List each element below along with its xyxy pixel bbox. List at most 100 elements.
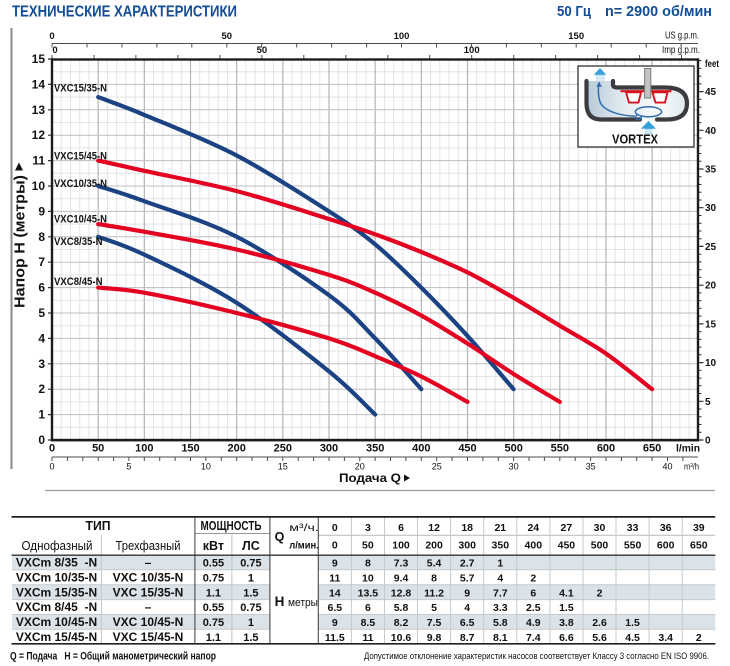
svg-text:0: 0 — [38, 433, 45, 447]
svg-text:10: 10 — [362, 573, 374, 585]
svg-text:МОЩНОСТЬ: МОЩНОСТЬ — [201, 519, 262, 533]
svg-text:39: 39 — [693, 522, 705, 534]
svg-text:400: 400 — [525, 540, 543, 552]
svg-text:–: – — [145, 556, 152, 570]
svg-text:10: 10 — [32, 179, 46, 193]
svg-text:8.1: 8.1 — [493, 632, 508, 644]
svg-text:0: 0 — [49, 443, 55, 455]
svg-text:5: 5 — [38, 306, 45, 320]
svg-text:600: 600 — [657, 540, 675, 552]
svg-text:Напор H (метры): Напор H (метры) — [12, 175, 29, 308]
svg-text:n= 2900 об/мин: n= 2900 об/мин — [605, 3, 712, 20]
svg-text:Однофазный: Однофазный — [22, 539, 93, 553]
svg-text:40: 40 — [662, 462, 672, 472]
svg-text:6.6: 6.6 — [559, 632, 574, 644]
svg-text:2.5: 2.5 — [526, 602, 541, 614]
svg-text:5.4: 5.4 — [427, 558, 442, 570]
svg-text:Q = Подача H = Общий маномет: Q = Подача H = Общий манометрический нап… — [10, 651, 216, 663]
svg-text:ТЕХНИЧЕСКИЕ ХАРАКТЕРИСТИКИ: ТЕХНИЧЕСКИЕ ХАРАКТЕРИСТИКИ — [12, 4, 237, 21]
svg-text:7.5: 7.5 — [427, 617, 442, 629]
svg-text:300: 300 — [320, 443, 338, 455]
svg-text:12: 12 — [428, 522, 440, 534]
svg-text:VXC10/35-N: VXC10/35-N — [54, 178, 107, 190]
svg-text:л/мин.: л/мин. — [289, 541, 319, 552]
svg-text:25: 25 — [432, 462, 442, 472]
svg-text:кВт: кВт — [203, 539, 224, 553]
svg-text:ЛС: ЛС — [242, 539, 260, 553]
svg-text:8: 8 — [431, 573, 437, 585]
svg-text:9: 9 — [464, 587, 470, 599]
svg-text:33: 33 — [627, 522, 639, 534]
svg-text:13: 13 — [32, 103, 46, 117]
svg-text:9: 9 — [332, 558, 338, 570]
svg-text:1.5: 1.5 — [243, 587, 258, 599]
svg-text:9: 9 — [38, 204, 45, 218]
svg-text:25: 25 — [705, 242, 717, 253]
svg-text:7.7: 7.7 — [493, 587, 508, 599]
svg-text:6: 6 — [365, 602, 371, 614]
svg-text:2.6: 2.6 — [592, 617, 607, 629]
svg-text:350: 350 — [492, 540, 510, 552]
svg-text:1: 1 — [497, 558, 503, 570]
svg-text:1.1: 1.1 — [206, 632, 221, 644]
svg-text:0: 0 — [332, 522, 338, 534]
svg-text:14: 14 — [329, 587, 341, 599]
svg-text:650: 650 — [690, 540, 708, 552]
svg-text:9.8: 9.8 — [427, 632, 442, 644]
svg-text:1.5: 1.5 — [243, 632, 258, 644]
svg-text:5.8: 5.8 — [493, 617, 508, 629]
svg-text:3.8: 3.8 — [559, 617, 574, 629]
svg-text:11: 11 — [329, 573, 340, 585]
svg-text:9.4: 9.4 — [394, 573, 409, 585]
svg-text:Допустимое отклонение характер: Допустимое отклонение характеристик насо… — [364, 651, 709, 662]
svg-text:18: 18 — [461, 522, 473, 534]
svg-text:H: H — [275, 594, 285, 609]
svg-text:VXCm 15/45-N: VXCm 15/45-N — [16, 630, 97, 644]
svg-text:600: 600 — [597, 443, 615, 455]
svg-text:6: 6 — [530, 587, 536, 599]
svg-text:VXCm 8/35 -N: VXCm 8/35 -N — [16, 556, 97, 570]
svg-text:500: 500 — [505, 443, 523, 455]
svg-text:6: 6 — [38, 281, 45, 295]
svg-text:450: 450 — [558, 540, 576, 552]
svg-text:0.75: 0.75 — [203, 617, 224, 629]
svg-text:3.4: 3.4 — [658, 632, 673, 644]
svg-text:350: 350 — [366, 443, 384, 455]
svg-text:8.5: 8.5 — [361, 617, 376, 629]
svg-text:1: 1 — [248, 617, 254, 629]
svg-text:VXC10/45-N: VXC10/45-N — [54, 214, 107, 226]
svg-text:VXC8/45-N: VXC8/45-N — [54, 276, 103, 288]
svg-text:2: 2 — [597, 587, 603, 599]
svg-text:l/min: l/min — [676, 443, 700, 455]
svg-text:7: 7 — [38, 255, 45, 269]
svg-text:1: 1 — [38, 408, 45, 422]
svg-text:VXCm 10/35-N: VXCm 10/35-N — [16, 571, 97, 585]
svg-text:8.2: 8.2 — [394, 617, 409, 629]
svg-text:11: 11 — [362, 632, 373, 644]
svg-text:36: 36 — [660, 522, 672, 534]
svg-text:0: 0 — [49, 31, 54, 42]
svg-text:feet: feet — [705, 58, 719, 70]
svg-text:3: 3 — [365, 522, 371, 534]
svg-text:35: 35 — [705, 165, 717, 176]
svg-text:500: 500 — [591, 540, 609, 552]
svg-text:550: 550 — [551, 443, 569, 455]
svg-text:3.3: 3.3 — [493, 602, 508, 614]
svg-text:100: 100 — [135, 443, 153, 455]
svg-text:m³/h: m³/h — [684, 462, 699, 472]
svg-text:450: 450 — [458, 443, 476, 455]
svg-text:30: 30 — [594, 522, 606, 534]
svg-text:21: 21 — [494, 522, 506, 534]
svg-text:15: 15 — [705, 319, 717, 330]
svg-text:150: 150 — [568, 31, 584, 42]
svg-text:4.9: 4.9 — [526, 617, 541, 629]
svg-text:VORTEX: VORTEX — [612, 132, 659, 146]
svg-text:3: 3 — [38, 357, 45, 371]
svg-text:VXC 10/35-N: VXC 10/35-N — [113, 571, 184, 585]
svg-text:4: 4 — [464, 602, 470, 614]
svg-text:50: 50 — [92, 443, 104, 455]
svg-text:4.5: 4.5 — [625, 632, 640, 644]
svg-text:12.8: 12.8 — [391, 587, 412, 599]
svg-text:550: 550 — [624, 540, 642, 552]
svg-text:400: 400 — [412, 443, 430, 455]
